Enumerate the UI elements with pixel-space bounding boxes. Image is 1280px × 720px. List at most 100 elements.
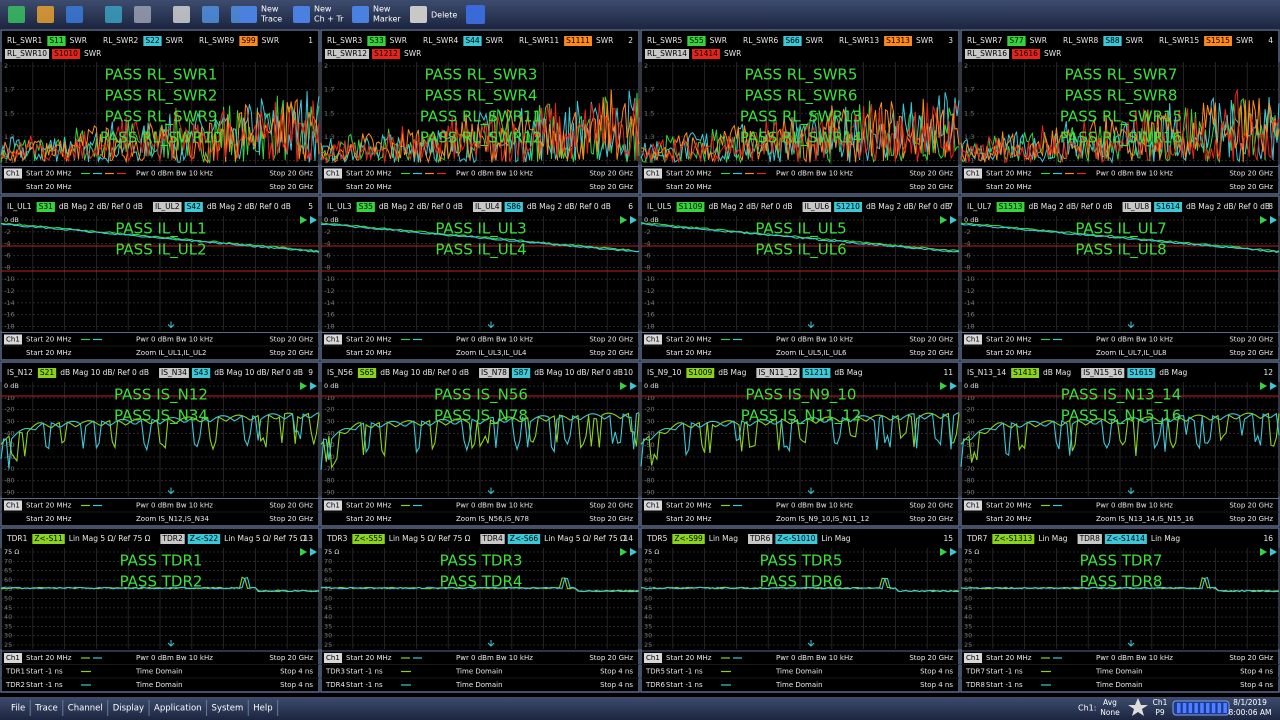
menu-item[interactable]: Trace <box>34 704 58 714</box>
trace-param[interactable]: S33 <box>369 36 384 45</box>
footer-channel[interactable]: Ch1 <box>646 170 660 178</box>
trace-param[interactable]: S1212 <box>374 49 398 58</box>
footer-channel[interactable]: TDR7 <box>965 668 985 676</box>
trace-param[interactable]: S1009 <box>688 368 712 377</box>
trace-name[interactable]: RL_SWR9 <box>199 36 235 45</box>
trace-name[interactable]: IL_UL7 <box>967 202 992 211</box>
menu-item[interactable]: Help <box>253 704 272 714</box>
footer-channel[interactable]: Ch1 <box>6 336 20 344</box>
toolbar-button-label[interactable]: New <box>373 5 391 14</box>
trace-name[interactable]: RL_SWR10 <box>7 49 47 58</box>
footer-channel[interactable]: Ch1 <box>326 336 340 344</box>
toolbar-icon[interactable] <box>466 5 485 24</box>
toolbar-button-label[interactable]: Ch + Tr <box>314 15 344 24</box>
menu-item[interactable]: System <box>212 704 244 714</box>
trace-name[interactable]: TDR7 <box>966 534 988 543</box>
footer-channel[interactable]: Ch1 <box>966 336 980 344</box>
trace-name[interactable]: TDR4 <box>481 534 503 543</box>
trace-name[interactable]: TDR2 <box>161 534 183 543</box>
trace-param[interactable]: S35 <box>359 202 374 211</box>
trace-name[interactable]: RL_SWR1 <box>7 36 43 45</box>
footer-channel[interactable]: TDR1 <box>5 668 25 676</box>
trace-param[interactable]: S55 <box>689 36 704 45</box>
trace-param[interactable]: S31 <box>39 202 54 211</box>
footer-channel[interactable]: TDR4 <box>325 681 346 689</box>
footer-channel[interactable]: Ch1 <box>6 170 20 178</box>
trace-param[interactable]: Z<-S66 <box>510 534 539 543</box>
footer-channel[interactable]: Ch1 <box>326 170 340 178</box>
trace-param[interactable]: S21 <box>40 368 55 377</box>
trace-param[interactable]: S44 <box>465 36 480 45</box>
footer-channel[interactable]: Ch1 <box>966 170 980 178</box>
toolbar-button-label[interactable]: New <box>314 5 332 14</box>
trace-param[interactable]: S22 <box>145 36 160 45</box>
trace-name[interactable]: TDR5 <box>646 534 668 543</box>
trace-name[interactable]: RL_SWR15 <box>1159 36 1199 45</box>
trace-param[interactable]: Z<-S99 <box>674 534 703 543</box>
trace-name[interactable]: RL_SWR16 <box>967 49 1007 58</box>
trace-name[interactable]: IL_UL2 <box>155 202 180 211</box>
trace-param[interactable]: S99 <box>241 36 256 45</box>
trace-name[interactable]: IS_N34 <box>161 368 187 377</box>
toolbar-icon[interactable] <box>202 6 219 23</box>
footer-channel[interactable]: TDR5 <box>645 668 665 676</box>
trace-name[interactable]: RL_SWR8 <box>1063 36 1099 45</box>
footer-channel[interactable]: Ch1 <box>6 654 20 662</box>
trace-param[interactable]: S86 <box>507 202 522 211</box>
trace-param[interactable]: S88 <box>1105 36 1120 45</box>
trace-name[interactable]: IS_N11_12 <box>758 368 797 377</box>
trace-param[interactable]: S77 <box>1009 36 1024 45</box>
footer-channel[interactable]: Ch1 <box>646 654 660 662</box>
trace-name[interactable]: RL_SWR6 <box>743 36 779 45</box>
footer-channel[interactable]: TDR8 <box>965 681 985 689</box>
trace-param[interactable]: S1109 <box>679 202 703 211</box>
trace-name[interactable]: IL_UL1 <box>7 202 32 211</box>
trace-param[interactable]: S1413 <box>1013 368 1037 377</box>
toolbar-icon[interactable] <box>352 6 369 23</box>
trace-name[interactable]: RL_SWR7 <box>967 36 1003 45</box>
trace-param[interactable]: Z<-S55 <box>354 534 383 543</box>
trace-name[interactable]: IL_UL3 <box>327 202 352 211</box>
trace-param[interactable]: Z<-S22 <box>190 534 219 543</box>
footer-channel[interactable]: Ch1 <box>646 502 660 510</box>
trace-name[interactable]: IS_N78 <box>481 368 507 377</box>
trace-name[interactable]: TDR3 <box>326 534 348 543</box>
toolbar-button-label[interactable]: Marker <box>373 15 401 24</box>
trace-name[interactable]: IL_UL5 <box>647 202 672 211</box>
footer-channel[interactable]: TDR2 <box>5 681 25 689</box>
trace-param[interactable]: S66 <box>785 36 800 45</box>
trace-param[interactable]: Z<-S1010 <box>777 534 815 543</box>
footer-channel[interactable]: Ch1 <box>6 502 20 510</box>
menu-item[interactable]: Channel <box>68 704 103 714</box>
toolbar-icon[interactable] <box>240 6 257 23</box>
toolbar-button-label[interactable]: Delete <box>431 11 457 20</box>
toolbar-icon[interactable] <box>66 6 83 23</box>
trace-name[interactable]: IL_UL4 <box>475 202 500 211</box>
footer-channel[interactable]: Ch1 <box>966 502 980 510</box>
trace-name[interactable]: TDR1 <box>6 534 28 543</box>
trace-param[interactable]: S65 <box>360 368 375 377</box>
toolbar-button-label[interactable]: Trace <box>260 15 282 24</box>
toolbar-icon[interactable] <box>173 6 190 23</box>
trace-param[interactable]: S1313 <box>886 36 910 45</box>
trace-param[interactable]: Z<-S11 <box>34 534 63 543</box>
trace-param[interactable]: S1515 <box>1206 36 1230 45</box>
trace-name[interactable]: RL_SWR14 <box>647 49 687 58</box>
toolbar-icon[interactable] <box>37 6 54 23</box>
footer-channel[interactable]: Ch1 <box>326 502 340 510</box>
toolbar-icon[interactable] <box>134 6 151 23</box>
trace-name[interactable]: IS_N13_14 <box>967 368 1006 377</box>
trace-name[interactable]: RL_SWR2 <box>103 36 139 45</box>
footer-channel[interactable]: TDR3 <box>325 668 345 676</box>
menu-item[interactable]: File <box>11 704 25 714</box>
trace-name[interactable]: RL_SWR3 <box>327 36 363 45</box>
trace-param[interactable]: S1010 <box>54 49 78 58</box>
trace-param[interactable]: S87 <box>514 368 529 377</box>
footer-channel[interactable]: Ch1 <box>646 336 660 344</box>
menu-item[interactable]: Application <box>154 704 202 714</box>
trace-param[interactable]: S1414 <box>694 49 718 58</box>
trace-name[interactable]: IS_N9_10 <box>647 368 682 377</box>
trace-param[interactable]: S1210 <box>836 202 860 211</box>
trace-name[interactable]: RL_SWR11 <box>519 36 559 45</box>
trace-param[interactable]: S1211 <box>805 368 829 377</box>
